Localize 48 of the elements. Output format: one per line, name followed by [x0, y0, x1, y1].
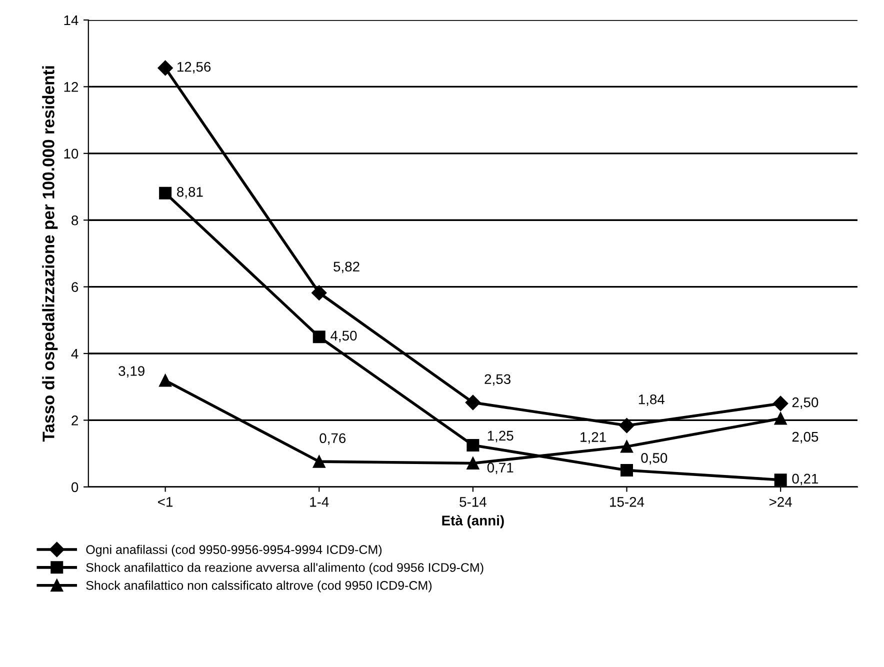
data-label: 0,50	[641, 453, 668, 464]
point	[620, 464, 634, 476]
data-label: 1,25	[488, 430, 514, 442]
y-tick-label: 6	[72, 282, 78, 292]
y-tick-label: 8	[72, 215, 78, 226]
point	[312, 455, 326, 468]
y-axis-title: Tasso di ospedalizzazione per 100.000 residenti	[42, 66, 58, 442]
point	[619, 418, 634, 434]
data-label: 5,82	[334, 262, 360, 274]
point	[159, 186, 172, 200]
point	[774, 474, 787, 486]
y-tick-label: 12	[64, 82, 78, 92]
x-tick-label: <1	[158, 497, 173, 507]
x-tick-label: 1-4	[310, 497, 329, 507]
data-label: 4,50	[330, 330, 357, 342]
point	[620, 440, 634, 453]
y-tick-label: 4	[71, 348, 78, 359]
legend-label: Shock anafilattico da reazione avversa all'alimento (cod 9956 ICD9-CM)	[86, 562, 484, 574]
point	[158, 60, 173, 76]
data-label: 8,81	[177, 186, 203, 198]
x-tick-label: 5-14	[460, 497, 486, 507]
data-label: 1,21	[580, 432, 606, 444]
y-tick-label: 10	[64, 148, 78, 159]
data-label: 0,21	[792, 474, 818, 486]
data-label: 0,76	[320, 433, 346, 445]
data-label: 2,53	[484, 374, 510, 386]
data-label: 12,56	[177, 62, 211, 74]
x-tick-label: >24	[769, 497, 792, 507]
legend-label: Shock anafilattico non calssificato altrove (cod 9950 ICD9-CM)	[86, 580, 432, 592]
point	[774, 412, 787, 425]
x-tick-label: 15-24	[610, 497, 644, 507]
data-label: 0,71	[487, 462, 514, 474]
y-tick-label: 0	[71, 482, 78, 492]
data-label: 2,50	[792, 397, 818, 409]
data-label: 1,84	[638, 394, 664, 406]
y-tick-label: 2	[72, 416, 78, 426]
data-label: 2,05	[792, 432, 818, 444]
point	[466, 456, 480, 470]
point	[312, 285, 327, 300]
point	[159, 374, 172, 387]
data-label: 3,19	[118, 366, 144, 378]
x-axis-title: Età (anni)	[442, 515, 504, 528]
y-tick-label: 14	[64, 15, 78, 26]
point	[773, 396, 788, 412]
point	[312, 330, 326, 344]
point	[465, 394, 481, 410]
point	[466, 438, 480, 452]
legend-label: Ogni anafilassi (cod 9950-9956-9954-9994 ICD9-CM)	[86, 544, 382, 556]
